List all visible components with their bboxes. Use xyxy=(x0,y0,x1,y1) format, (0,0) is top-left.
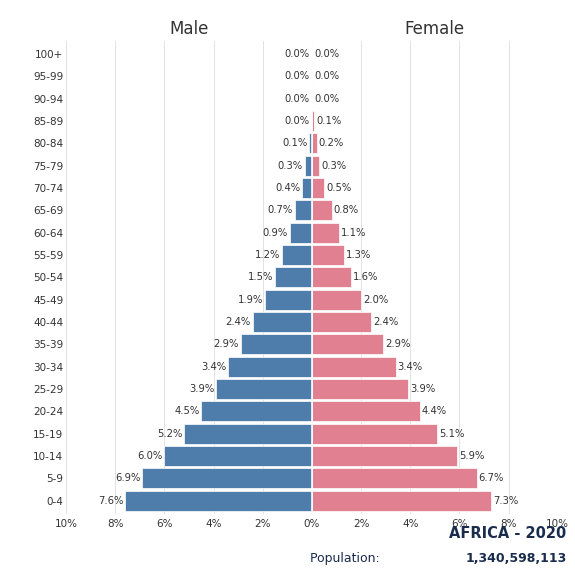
Bar xyxy=(184,424,312,444)
Text: 1,340,598,113: 1,340,598,113 xyxy=(465,552,566,565)
Text: 0.0%: 0.0% xyxy=(314,71,339,81)
Bar xyxy=(312,468,477,489)
Bar xyxy=(302,178,312,198)
Text: 1.5%: 1.5% xyxy=(248,272,273,282)
Bar xyxy=(312,491,492,511)
Bar xyxy=(290,223,312,243)
Bar xyxy=(228,357,312,377)
Text: 0.7%: 0.7% xyxy=(267,206,293,216)
Text: AFRICA - 2020: AFRICA - 2020 xyxy=(449,526,566,541)
Bar xyxy=(312,178,324,198)
Text: 0.8%: 0.8% xyxy=(334,206,359,216)
Bar xyxy=(312,223,339,243)
Text: 3.4%: 3.4% xyxy=(397,362,423,372)
Text: 1.1%: 1.1% xyxy=(341,228,366,238)
Text: 1.6%: 1.6% xyxy=(353,272,378,282)
Text: Male: Male xyxy=(170,20,209,38)
Text: 0.0%: 0.0% xyxy=(285,49,310,59)
Bar xyxy=(312,335,383,354)
Text: 4.5%: 4.5% xyxy=(174,407,200,417)
Bar xyxy=(312,379,408,399)
Text: 0.2%: 0.2% xyxy=(319,138,344,148)
Bar xyxy=(282,245,312,265)
Text: 5.9%: 5.9% xyxy=(459,451,484,461)
Text: 0.5%: 0.5% xyxy=(326,183,351,193)
Bar xyxy=(164,446,312,466)
Text: 0.3%: 0.3% xyxy=(321,161,346,171)
Text: 0.9%: 0.9% xyxy=(263,228,288,238)
Bar xyxy=(201,401,312,421)
Text: 2.9%: 2.9% xyxy=(385,339,411,349)
Text: 2.4%: 2.4% xyxy=(226,317,251,327)
Text: 2.4%: 2.4% xyxy=(373,317,398,327)
Text: 3.4%: 3.4% xyxy=(201,362,227,372)
Bar xyxy=(305,156,312,176)
Text: 0.0%: 0.0% xyxy=(285,94,310,104)
Bar xyxy=(312,424,438,444)
Text: 1.3%: 1.3% xyxy=(346,250,371,260)
Text: 0.0%: 0.0% xyxy=(285,71,310,81)
Text: 1.9%: 1.9% xyxy=(238,295,263,305)
Bar xyxy=(312,312,371,332)
Bar xyxy=(312,200,332,220)
Text: 0.3%: 0.3% xyxy=(278,161,302,171)
Bar xyxy=(275,267,312,288)
Text: 7.3%: 7.3% xyxy=(493,496,519,506)
Bar xyxy=(143,468,312,489)
Text: 0.0%: 0.0% xyxy=(314,49,339,59)
Text: 0.1%: 0.1% xyxy=(316,116,342,126)
Text: PopulationPyramid.net: PopulationPyramid.net xyxy=(16,554,189,566)
Bar xyxy=(125,491,312,511)
Text: 0.1%: 0.1% xyxy=(282,138,308,148)
Text: 1.2%: 1.2% xyxy=(255,250,281,260)
Bar xyxy=(241,335,312,354)
Text: 6.7%: 6.7% xyxy=(478,474,504,483)
Bar xyxy=(312,111,315,131)
Text: 6.0%: 6.0% xyxy=(137,451,163,461)
Bar xyxy=(295,200,312,220)
Bar xyxy=(309,134,312,153)
Bar xyxy=(312,134,317,153)
Text: Female: Female xyxy=(405,20,465,38)
Bar xyxy=(312,290,361,310)
Text: 4.4%: 4.4% xyxy=(422,407,447,417)
Bar xyxy=(312,446,457,466)
Text: 3.9%: 3.9% xyxy=(189,384,214,394)
Text: 5.2%: 5.2% xyxy=(157,429,182,439)
Bar xyxy=(312,245,344,265)
Text: 0.0%: 0.0% xyxy=(314,94,339,104)
Text: 3.9%: 3.9% xyxy=(410,384,435,394)
Text: 0.0%: 0.0% xyxy=(285,116,310,126)
Text: 0.4%: 0.4% xyxy=(275,183,300,193)
Text: Population:: Population: xyxy=(310,552,384,565)
Bar xyxy=(312,156,319,176)
Bar xyxy=(312,357,396,377)
Bar xyxy=(265,290,312,310)
Bar xyxy=(312,401,420,421)
Bar xyxy=(253,312,312,332)
Text: 5.1%: 5.1% xyxy=(439,429,465,439)
Text: 6.9%: 6.9% xyxy=(115,474,140,483)
Bar xyxy=(216,379,312,399)
Text: 2.9%: 2.9% xyxy=(213,339,239,349)
Bar xyxy=(312,267,351,288)
Text: 2.0%: 2.0% xyxy=(363,295,388,305)
Text: 7.6%: 7.6% xyxy=(98,496,123,506)
